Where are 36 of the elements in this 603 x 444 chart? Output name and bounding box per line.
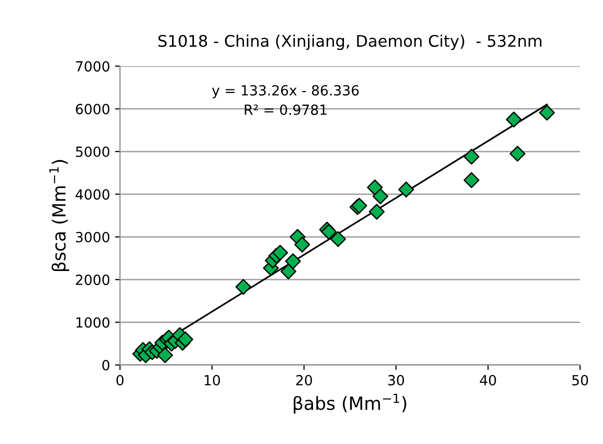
x-axis-title: βabs (Mm$^{−1}$) <box>294 394 406 414</box>
point <box>464 148 480 165</box>
x-tick-label: 10 <box>204 374 220 386</box>
y-tick-label: 3000 <box>76 232 110 242</box>
point <box>368 204 385 220</box>
point <box>330 231 346 247</box>
point <box>506 112 522 128</box>
y-tick-label: 0 <box>102 360 110 370</box>
x-tick-label: 30 <box>388 374 404 386</box>
point <box>285 253 301 270</box>
y-tick-label: 5000 <box>76 146 110 158</box>
point <box>366 179 383 196</box>
annotation: y = 133.26x - 86.336 <box>212 85 359 98</box>
x-tick-label: 0 <box>116 374 124 386</box>
x-tick-label: 50 <box>572 374 588 386</box>
y-tick-label: 1000 <box>76 317 110 328</box>
x-tick-label: 40 <box>480 374 496 386</box>
point <box>372 188 388 204</box>
point <box>539 104 555 121</box>
chart-title: S1018 - China (Xinjiang, Daemon City) - 532nm <box>158 34 542 50</box>
y-tick-label: 7000 <box>76 61 110 72</box>
point <box>272 244 288 261</box>
point <box>294 236 310 252</box>
point <box>157 347 173 364</box>
point <box>510 146 526 162</box>
annotation: R² = 0.9781 <box>244 104 326 116</box>
point <box>464 172 480 188</box>
x-tick-label: 20 <box>296 374 312 386</box>
y-tick-label: 4000 <box>76 189 110 200</box>
y-tick-label: 2000 <box>76 274 110 286</box>
y-axis-title: βsca (Mm$^{−1}$) <box>49 160 70 272</box>
point <box>398 182 414 198</box>
point <box>280 264 296 280</box>
point <box>177 331 194 348</box>
y-tick-label: 6000 <box>76 104 110 114</box>
point <box>235 278 252 295</box>
